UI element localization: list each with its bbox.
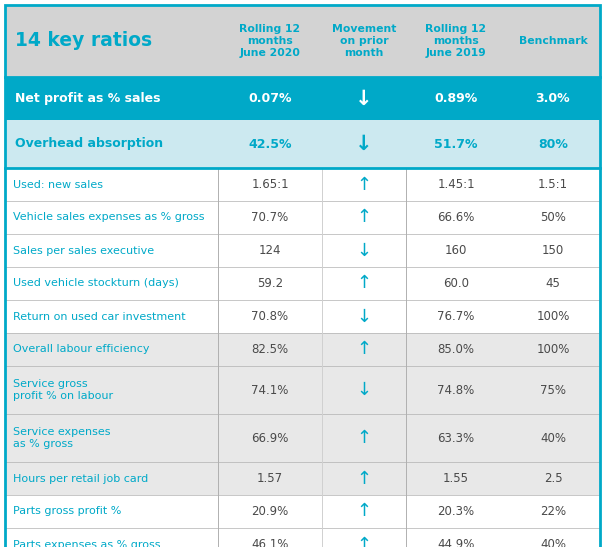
Text: 66.9%: 66.9% <box>251 432 289 445</box>
Text: Service expenses
as % gross: Service expenses as % gross <box>13 427 111 449</box>
Text: Service gross
profit % on labour: Service gross profit % on labour <box>13 379 113 401</box>
Text: 42.5%: 42.5% <box>248 137 292 150</box>
Text: Used vehicle stockturn (days): Used vehicle stockturn (days) <box>13 278 179 288</box>
Text: 0.89%: 0.89% <box>434 92 477 105</box>
Bar <box>5 120 600 168</box>
Text: ↑: ↑ <box>356 208 371 226</box>
Text: 40%: 40% <box>540 538 566 547</box>
Text: Net profit as % sales: Net profit as % sales <box>15 92 160 105</box>
Text: Used: new sales: Used: new sales <box>13 179 103 189</box>
Bar <box>5 168 600 201</box>
Text: Return on used car investment: Return on used car investment <box>13 311 186 322</box>
Text: ↓: ↓ <box>356 241 371 259</box>
Text: 50%: 50% <box>540 211 566 224</box>
Text: 80%: 80% <box>538 137 568 150</box>
Text: 22%: 22% <box>540 505 566 518</box>
Text: Overhead absorption: Overhead absorption <box>15 137 163 150</box>
Text: 51.7%: 51.7% <box>434 137 478 150</box>
Text: ↑: ↑ <box>356 503 371 521</box>
Text: 85.0%: 85.0% <box>437 343 474 356</box>
Text: 20.3%: 20.3% <box>437 505 474 518</box>
Text: 0.07%: 0.07% <box>248 92 292 105</box>
Text: Parts expenses as % gross: Parts expenses as % gross <box>13 539 160 547</box>
Bar <box>5 462 600 495</box>
Bar <box>5 528 600 547</box>
Bar <box>5 495 600 528</box>
Text: ↑: ↑ <box>356 536 371 547</box>
Text: 2.5: 2.5 <box>544 472 562 485</box>
Text: Movement
on prior
month: Movement on prior month <box>332 24 396 59</box>
Text: 63.3%: 63.3% <box>437 432 474 445</box>
Text: Sales per sales executive: Sales per sales executive <box>13 246 154 255</box>
Text: ↓: ↓ <box>356 381 371 399</box>
Text: 70.8%: 70.8% <box>252 310 289 323</box>
Bar <box>5 333 600 366</box>
Text: 70.7%: 70.7% <box>251 211 289 224</box>
Text: 60.0: 60.0 <box>443 277 469 290</box>
Text: 76.7%: 76.7% <box>437 310 475 323</box>
Text: 75%: 75% <box>540 383 566 397</box>
Text: ↓: ↓ <box>355 134 373 154</box>
Text: Benchmark: Benchmark <box>518 36 587 46</box>
Text: 1.65:1: 1.65:1 <box>251 178 289 191</box>
Text: Vehicle sales expenses as % gross: Vehicle sales expenses as % gross <box>13 212 204 223</box>
Text: 124: 124 <box>259 244 281 257</box>
Bar <box>5 5 600 77</box>
Text: 45: 45 <box>546 277 560 290</box>
Text: ↑: ↑ <box>356 275 371 293</box>
Text: ↑: ↑ <box>356 429 371 447</box>
Text: 74.1%: 74.1% <box>251 383 289 397</box>
Text: 160: 160 <box>445 244 467 257</box>
Text: ↓: ↓ <box>356 307 371 325</box>
Text: 82.5%: 82.5% <box>252 343 289 356</box>
Text: 44.9%: 44.9% <box>437 538 475 547</box>
Text: Rolling 12
months
June 2019: Rolling 12 months June 2019 <box>425 24 486 59</box>
Text: 59.2: 59.2 <box>257 277 283 290</box>
Bar <box>5 366 600 414</box>
Text: Parts gross profit %: Parts gross profit % <box>13 507 122 516</box>
Text: Overall labour efficiency: Overall labour efficiency <box>13 345 149 354</box>
Text: 100%: 100% <box>536 343 570 356</box>
Text: 1.55: 1.55 <box>443 472 469 485</box>
Text: 46.1%: 46.1% <box>251 538 289 547</box>
Text: 150: 150 <box>542 244 564 257</box>
Text: ↓: ↓ <box>355 89 373 108</box>
Text: ↑: ↑ <box>356 340 371 358</box>
Text: 66.6%: 66.6% <box>437 211 475 224</box>
Bar <box>5 300 600 333</box>
Text: 14 key ratios: 14 key ratios <box>15 32 152 50</box>
Text: 40%: 40% <box>540 432 566 445</box>
Bar <box>5 414 600 462</box>
Bar <box>5 267 600 300</box>
Text: Hours per retail job card: Hours per retail job card <box>13 474 148 484</box>
Text: ↑: ↑ <box>356 469 371 487</box>
Text: 3.0%: 3.0% <box>535 92 571 105</box>
Text: 74.8%: 74.8% <box>437 383 475 397</box>
Bar <box>5 234 600 267</box>
Text: 100%: 100% <box>536 310 570 323</box>
Text: ↑: ↑ <box>356 176 371 194</box>
Text: 1.45:1: 1.45:1 <box>437 178 475 191</box>
Text: 20.9%: 20.9% <box>251 505 289 518</box>
Bar <box>5 201 600 234</box>
Text: Rolling 12
months
June 2020: Rolling 12 months June 2020 <box>240 24 301 59</box>
Text: 1.57: 1.57 <box>257 472 283 485</box>
Text: 1.5:1: 1.5:1 <box>538 178 568 191</box>
Bar <box>5 77 600 120</box>
